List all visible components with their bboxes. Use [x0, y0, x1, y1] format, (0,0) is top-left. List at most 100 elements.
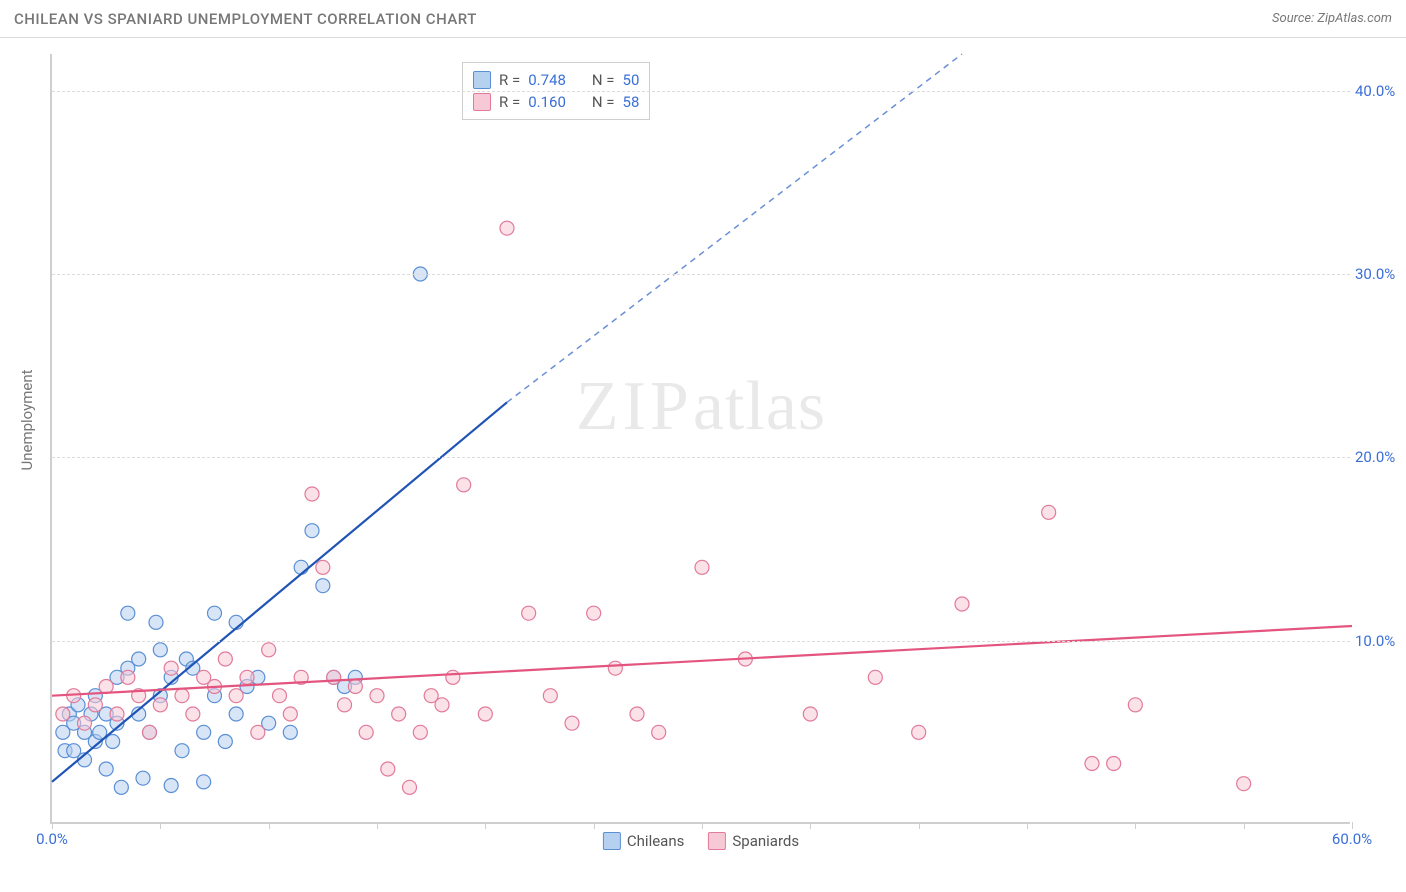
legend-item: Chileans — [603, 832, 684, 850]
data-point — [143, 725, 157, 739]
data-point — [251, 725, 265, 739]
data-point — [403, 780, 417, 794]
data-point — [608, 661, 622, 675]
data-point — [121, 670, 135, 684]
x-tick — [702, 822, 703, 829]
data-point — [110, 707, 124, 721]
gridline — [52, 641, 1350, 642]
gridline — [52, 91, 1350, 92]
data-point — [164, 661, 178, 675]
y-tick-label: 40.0% — [1355, 82, 1406, 100]
data-point — [457, 478, 471, 492]
data-point — [305, 524, 319, 538]
data-point — [316, 579, 330, 593]
x-tick-label: 0.0% — [36, 830, 68, 848]
data-point — [868, 670, 882, 684]
x-tick — [269, 822, 270, 829]
data-point — [1128, 698, 1142, 712]
data-point — [543, 689, 557, 703]
data-point — [316, 560, 330, 574]
data-point — [348, 680, 362, 694]
legend-swatch — [473, 93, 491, 111]
chart-title: CHILEAN VS SPANIARD UNEMPLOYMENT CORRELA… — [14, 10, 477, 28]
legend-R-label: R = — [499, 69, 520, 91]
data-point — [197, 725, 211, 739]
data-point — [283, 707, 297, 721]
data-point — [175, 744, 189, 758]
data-point — [565, 716, 579, 730]
data-point — [446, 670, 460, 684]
data-point — [136, 771, 150, 785]
x-tick — [810, 822, 811, 829]
legend-N-value: 50 — [623, 69, 640, 91]
data-point — [413, 725, 427, 739]
x-tick — [377, 822, 378, 829]
data-point — [695, 560, 709, 574]
data-point — [370, 689, 384, 703]
data-point — [197, 775, 211, 789]
legend-series-name: Chileans — [627, 832, 684, 850]
x-tick-label: 60.0% — [1332, 830, 1372, 848]
y-axis-label: Unemployment — [18, 369, 36, 470]
data-point — [121, 606, 135, 620]
gridline — [52, 274, 1350, 275]
data-point — [153, 643, 167, 657]
data-point — [381, 762, 395, 776]
legend-swatch — [473, 71, 491, 89]
data-point — [630, 707, 644, 721]
data-point — [435, 698, 449, 712]
trend-line — [52, 402, 507, 781]
data-point — [359, 725, 373, 739]
legend-item: Spaniards — [708, 832, 799, 850]
data-point — [1237, 777, 1251, 791]
data-point — [153, 698, 167, 712]
data-point — [338, 698, 352, 712]
data-point — [1042, 505, 1056, 519]
data-point — [132, 652, 146, 666]
data-point — [78, 716, 92, 730]
x-tick — [160, 822, 161, 829]
data-point — [114, 780, 128, 794]
legend-N-label: N = — [592, 69, 615, 91]
legend-R-value: 0.748 — [528, 69, 566, 91]
legend-N-label: N = — [592, 91, 615, 113]
gridline — [52, 457, 1350, 458]
x-tick — [485, 822, 486, 829]
title-bar: CHILEAN VS SPANIARD UNEMPLOYMENT CORRELA… — [0, 0, 1406, 38]
data-point — [218, 652, 232, 666]
data-point — [99, 762, 113, 776]
data-point — [175, 689, 189, 703]
data-point — [1085, 757, 1099, 771]
data-point — [218, 735, 232, 749]
data-point — [262, 643, 276, 657]
x-tick — [1027, 822, 1028, 829]
trend-line — [52, 626, 1352, 696]
data-point — [229, 689, 243, 703]
series-legend: Chileans Spaniards — [603, 832, 799, 850]
data-point — [955, 597, 969, 611]
data-point — [294, 560, 308, 574]
source-label: Source: ZipAtlas.com — [1272, 11, 1392, 26]
x-tick — [919, 822, 920, 829]
legend-swatch — [603, 832, 621, 850]
data-point — [327, 670, 341, 684]
data-point — [186, 707, 200, 721]
x-tick — [1352, 822, 1353, 829]
legend-row: R = 0.748 N = 50 — [473, 69, 639, 91]
y-tick-label: 30.0% — [1355, 265, 1406, 283]
y-tick-label: 10.0% — [1355, 632, 1406, 650]
data-point — [522, 606, 536, 620]
data-point — [912, 725, 926, 739]
data-point — [149, 615, 163, 629]
legend-N-value: 58 — [623, 91, 640, 113]
legend-row: R = 0.160N = 58 — [473, 91, 639, 113]
data-point — [164, 779, 178, 793]
data-point — [240, 670, 254, 684]
data-point — [229, 707, 243, 721]
plot-area: ZIPatlas R = 0.748N = 50R = 0.160N = 58 … — [50, 54, 1350, 824]
data-point — [1107, 757, 1121, 771]
x-tick — [1244, 822, 1245, 829]
legend-swatch — [708, 832, 726, 850]
data-point — [392, 707, 406, 721]
data-point — [478, 707, 492, 721]
